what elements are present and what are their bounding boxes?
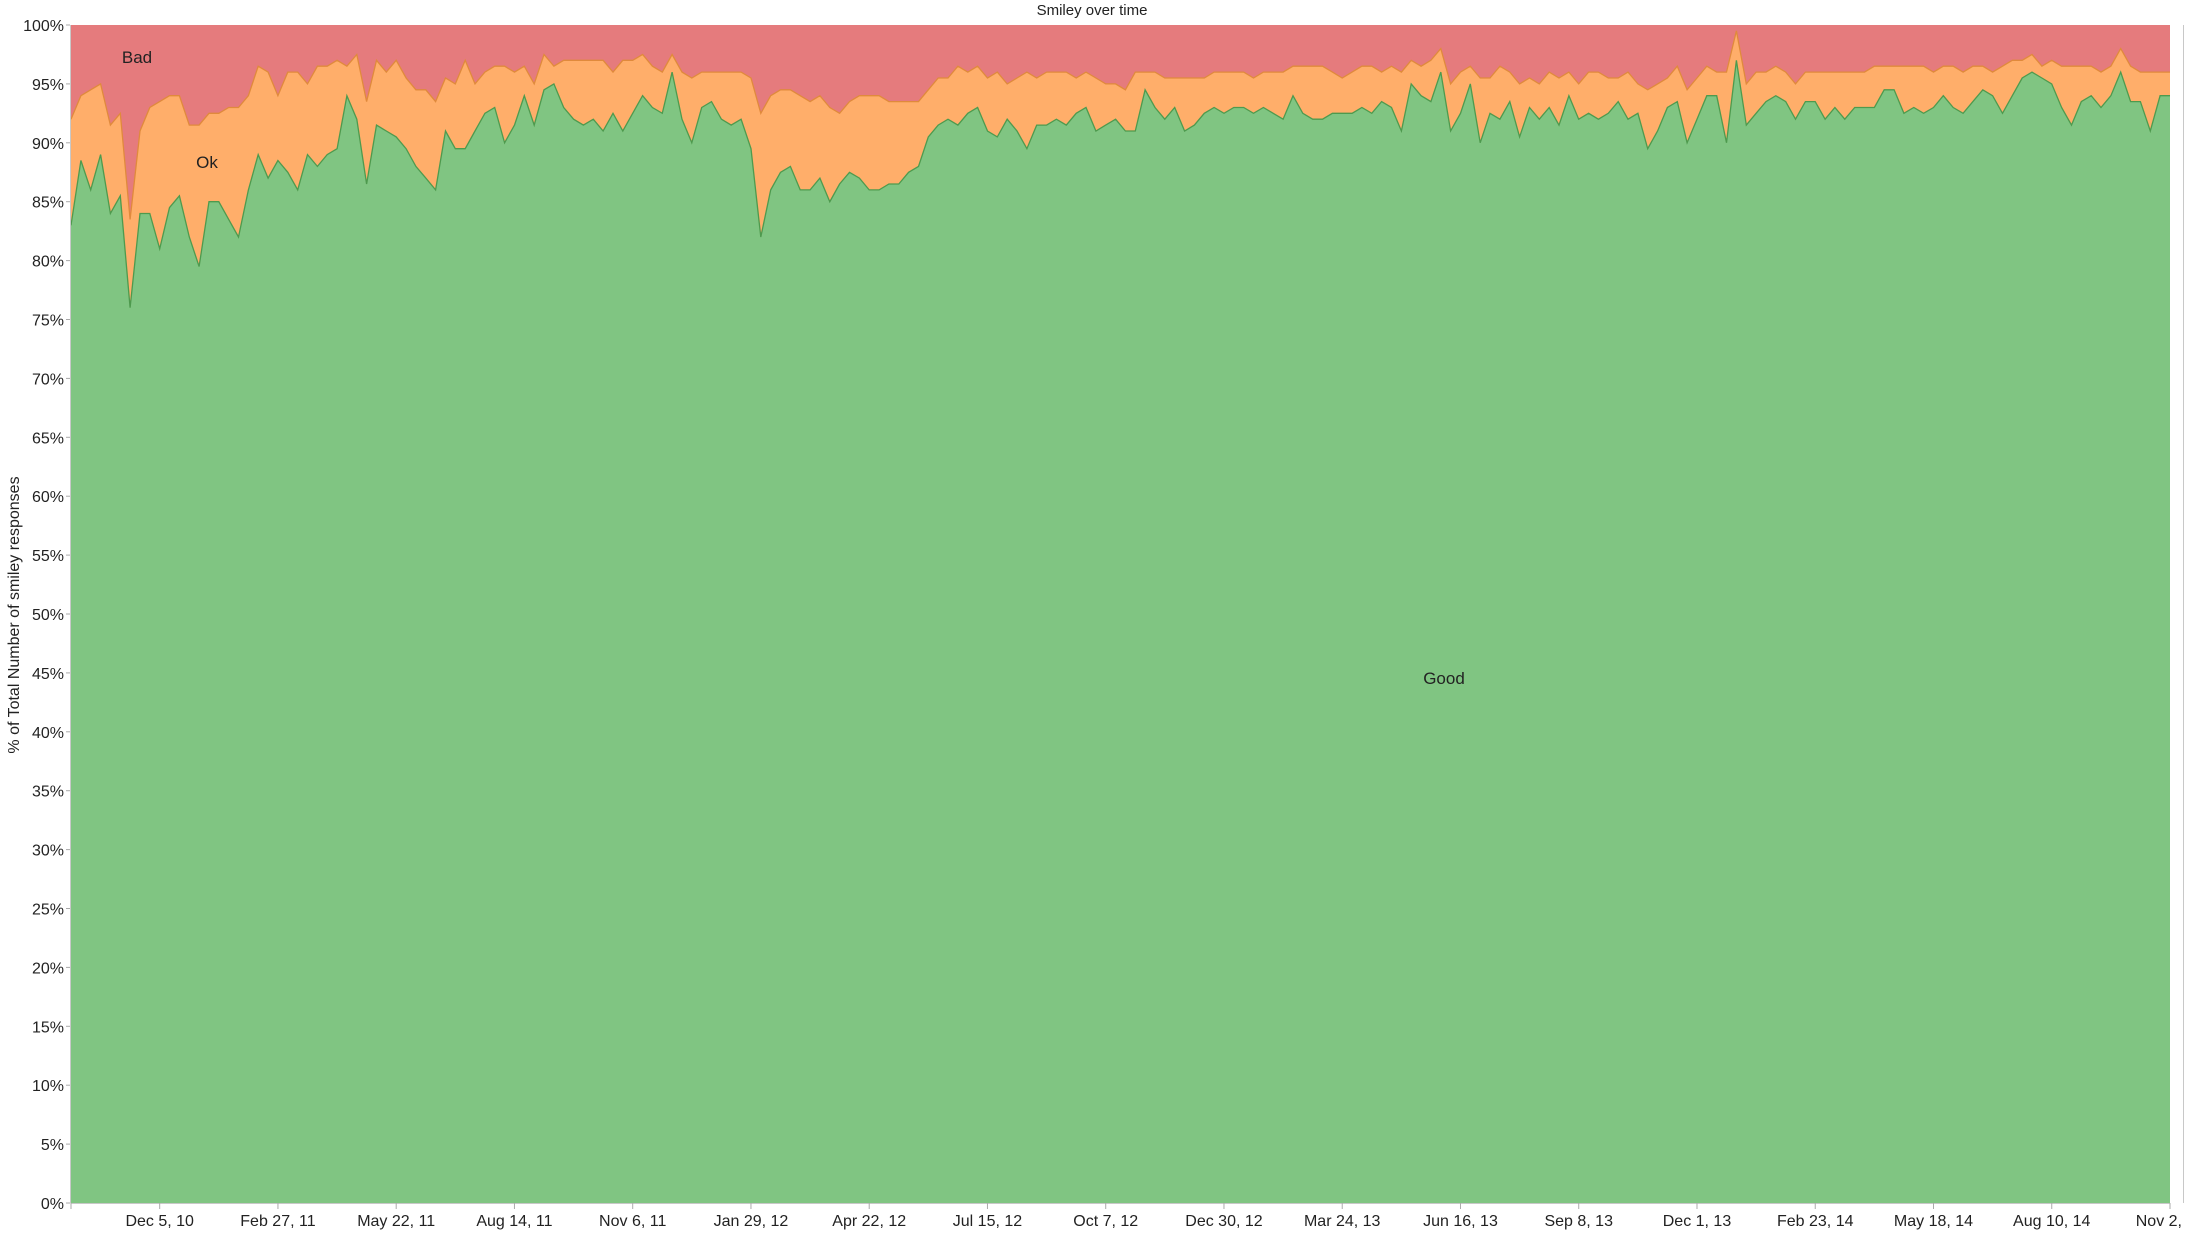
x-tick-label: May 18, 14 xyxy=(1894,1213,1973,1230)
y-tick-label: 70% xyxy=(32,371,64,388)
y-axis-title: % of Total Number of smiley responses xyxy=(6,476,23,753)
y-tick-label: 90% xyxy=(32,136,64,153)
y-tick-label: 95% xyxy=(32,77,64,94)
y-tick-label: 15% xyxy=(32,1019,64,1036)
y-tick-label: 50% xyxy=(32,607,64,624)
series-areas xyxy=(70,25,2170,1203)
chart-title: Smiley over time xyxy=(1037,2,1148,19)
series-label-good: Good xyxy=(1423,669,1465,688)
y-tick-label: 85% xyxy=(32,195,64,212)
y-tick-label: 75% xyxy=(32,313,64,330)
y-tick-label: 80% xyxy=(32,254,64,271)
x-tick-label: Aug 14, 11 xyxy=(476,1213,552,1230)
x-tick-label: Nov 6, 11 xyxy=(599,1213,666,1230)
area-good xyxy=(71,60,2170,1203)
x-tick-label: Sep 8, 13 xyxy=(1544,1213,1613,1230)
y-tick-label: 65% xyxy=(32,430,64,447)
y-tick-label: 25% xyxy=(32,902,64,919)
y-tick-label: 30% xyxy=(32,843,64,860)
series-labels: Bad Ok Good xyxy=(122,48,1465,688)
x-axis: Dec 5, 10 Feb 27, 11 May 22, 11 Aug 14, 11 N… xyxy=(70,1203,2185,1230)
x-tick-label: Dec 5, 10 xyxy=(125,1213,194,1230)
x-tick-label: Jul 15, 12 xyxy=(953,1213,1022,1230)
series-label-bad: Bad xyxy=(122,48,152,67)
x-tick-label: Jan 29, 12 xyxy=(714,1213,789,1230)
x-tick-label: Jun 16, 13 xyxy=(1423,1213,1498,1230)
x-tick-label: Oct 7, 12 xyxy=(1073,1213,1138,1230)
x-tick-label: Nov 2, 14 xyxy=(2136,1213,2185,1230)
x-tick-label: Dec 1, 13 xyxy=(1663,1213,1732,1230)
x-tick-label: May 22, 11 xyxy=(357,1213,435,1230)
x-tick-label: Dec 30, 12 xyxy=(1185,1213,1262,1230)
x-tick-label: Aug 10, 14 xyxy=(2013,1213,2091,1230)
line-ok-top xyxy=(70,30,2170,220)
y-tick-label: 100% xyxy=(23,18,64,35)
x-tick-label: Apr 22, 12 xyxy=(832,1213,906,1230)
area-bad xyxy=(71,25,2170,220)
line-good-top xyxy=(70,60,2170,308)
area-ok xyxy=(71,30,2170,308)
x-tick-label: Feb 27, 11 xyxy=(240,1213,315,1230)
x-tick-label: Mar 24, 13 xyxy=(1304,1213,1381,1230)
y-tick-label: 0% xyxy=(41,1196,64,1213)
y-tick-label: 40% xyxy=(32,725,64,742)
y-tick-label: 55% xyxy=(32,548,64,565)
x-tick-label: Feb 23, 14 xyxy=(1777,1213,1854,1230)
y-axis: 0% 5% 10% 15% 20% 25% 30% 35% 40% 45% 50% 55% 60% 65%… xyxy=(23,18,71,1213)
y-tick-label: 35% xyxy=(32,784,64,801)
y-tick-label: 10% xyxy=(32,1078,64,1095)
y-tick-label: 60% xyxy=(32,489,64,506)
series-label-ok: Ok xyxy=(196,153,218,172)
y-tick-label: 5% xyxy=(41,1137,64,1154)
y-tick-label: 20% xyxy=(32,960,64,977)
y-tick-label: 45% xyxy=(32,666,64,683)
